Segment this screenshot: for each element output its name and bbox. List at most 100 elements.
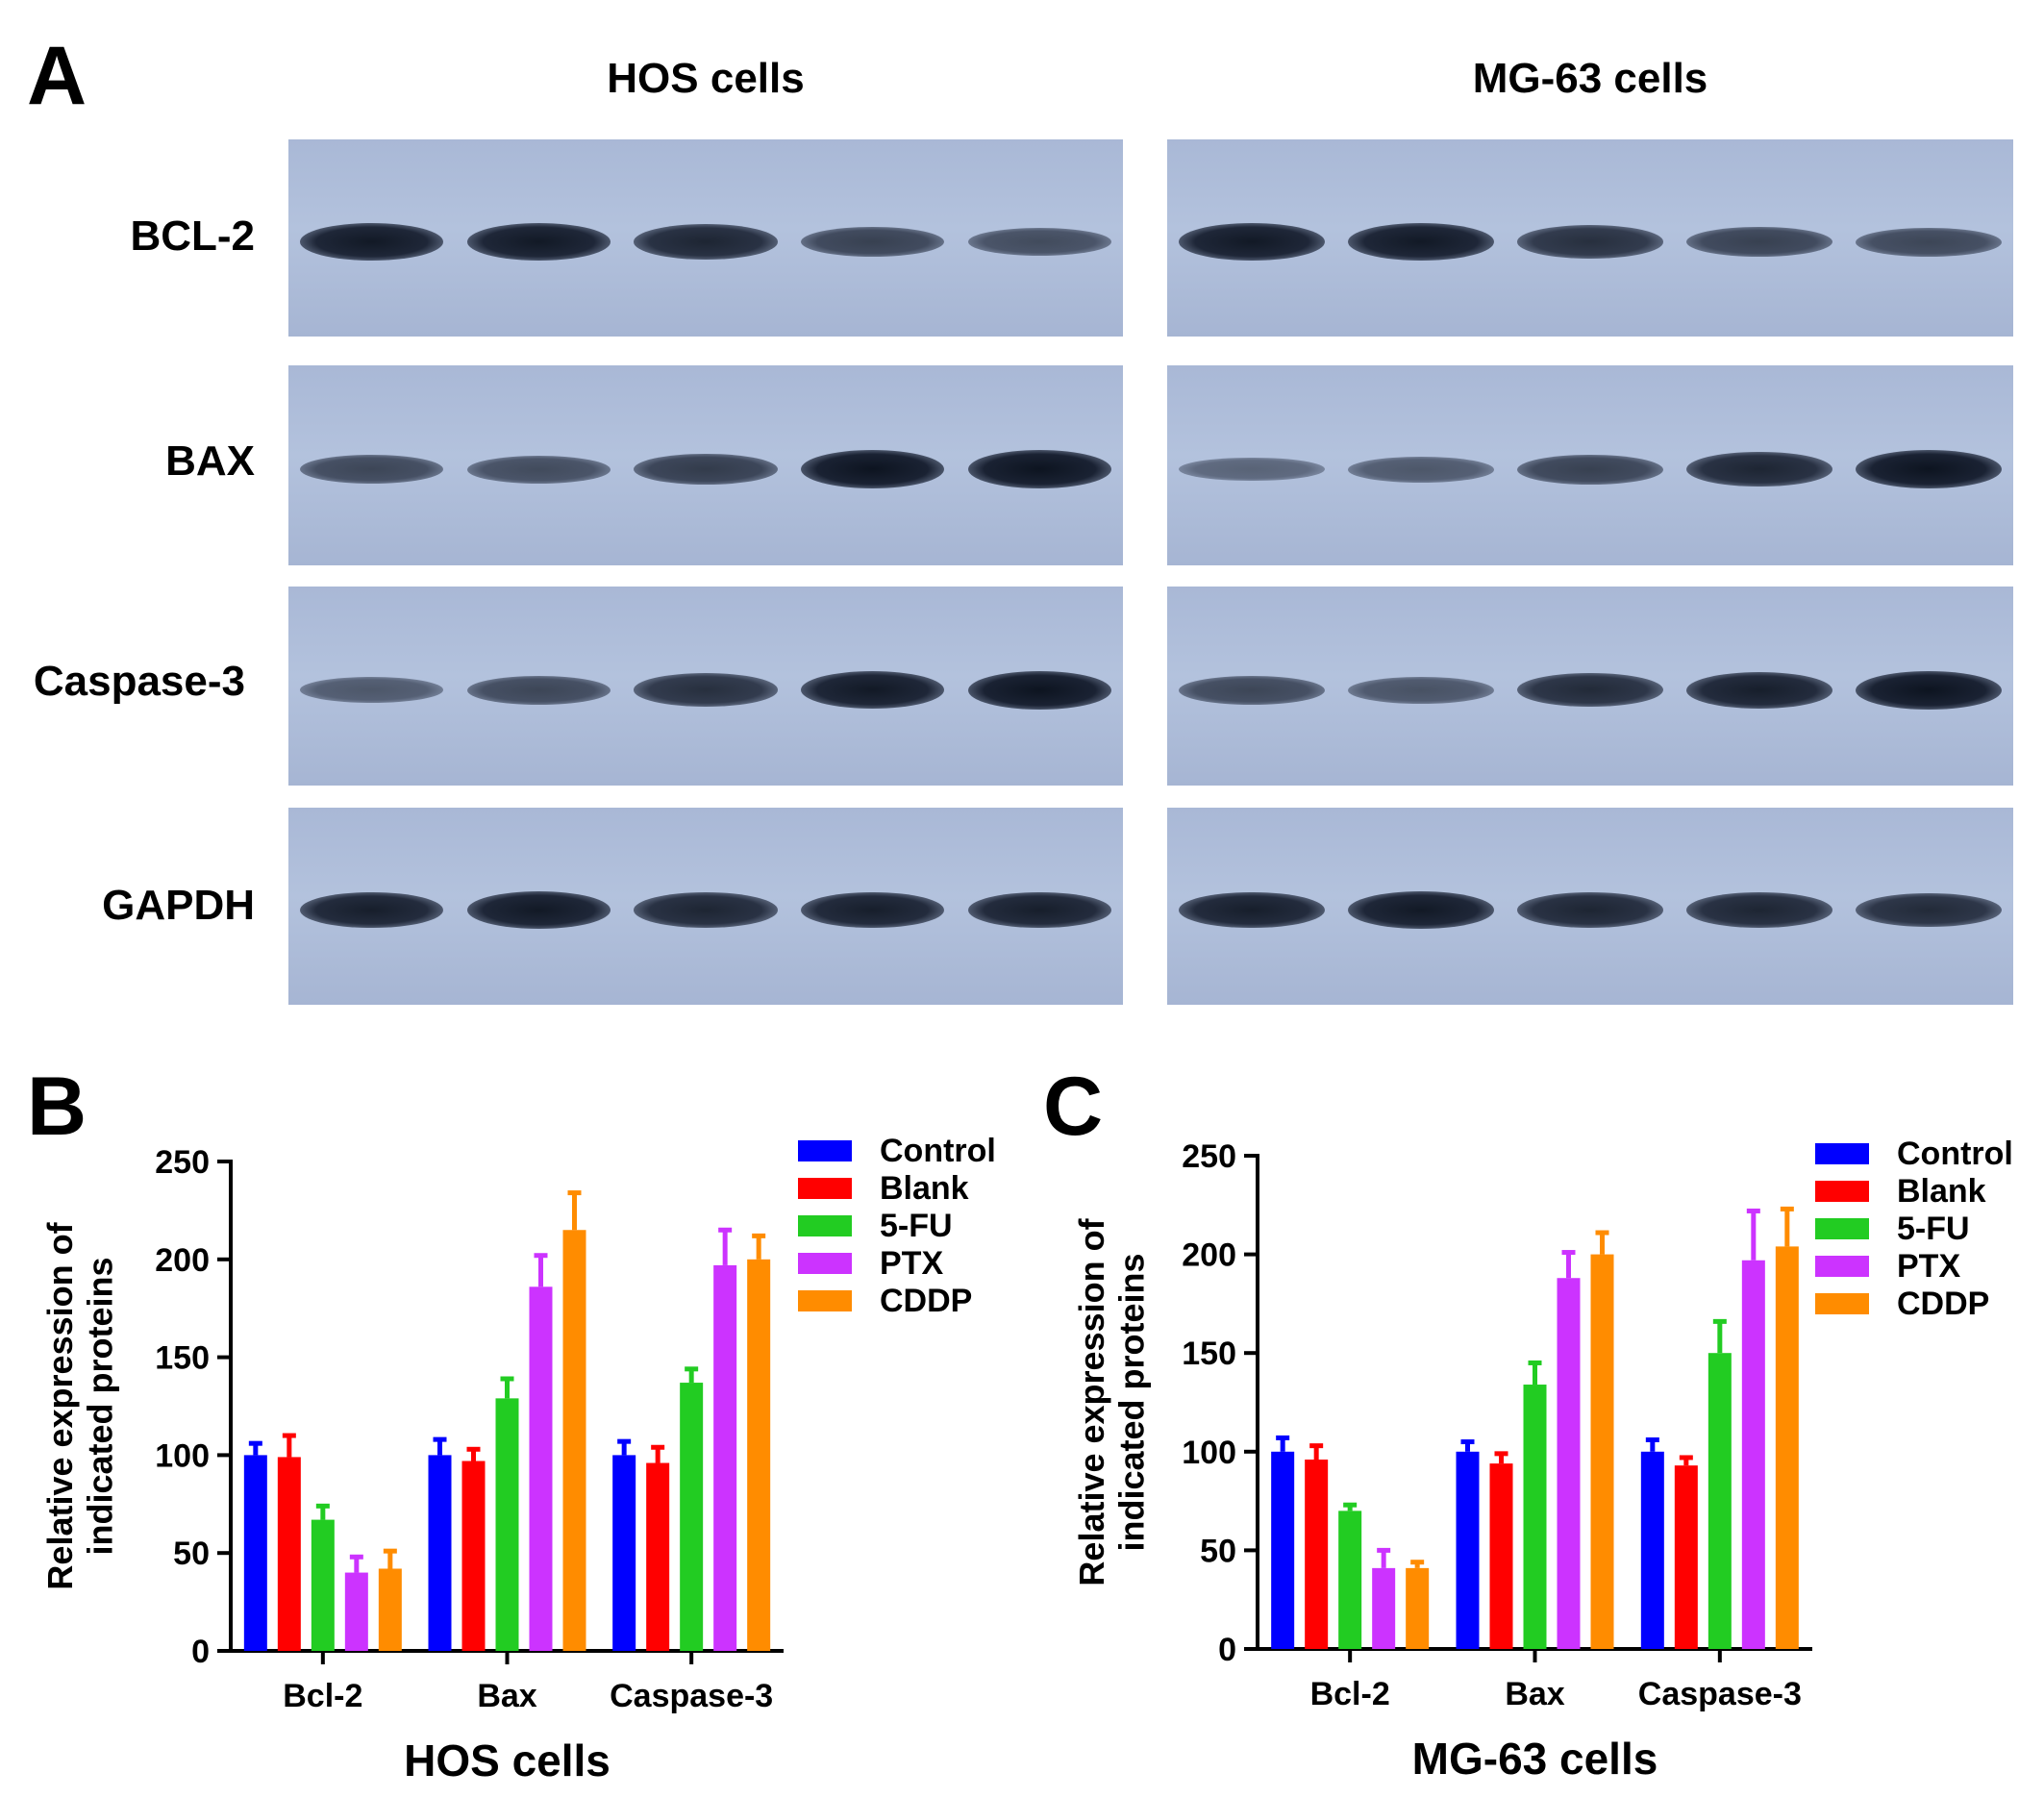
legend-swatch: [1815, 1256, 1869, 1277]
bar: [612, 1455, 636, 1651]
x-tick-label: Caspase-3: [610, 1678, 773, 1714]
protein-band: [1856, 892, 2002, 928]
protein-band: [1348, 676, 1494, 704]
blot-image-hos-cells-caspase-3: [288, 587, 1123, 786]
y-tick-label: 50: [173, 1536, 210, 1572]
protein-band: [1179, 891, 1325, 929]
protein-band: [466, 455, 611, 484]
bar: [1271, 1451, 1295, 1649]
y-tick-label: 100: [1182, 1435, 1236, 1471]
legend-label: PTX: [880, 1245, 943, 1282]
legend-swatch: [798, 1290, 852, 1311]
legend-swatch: [798, 1253, 852, 1274]
bar: [1707, 1353, 1732, 1649]
blot-image-hos-cells-bcl-2: [288, 139, 1123, 337]
bar: [495, 1398, 519, 1651]
y-tick-label: 250: [1182, 1138, 1236, 1175]
bar: [1523, 1385, 1547, 1649]
x-tick-label: Caspase-3: [1638, 1676, 1802, 1712]
legend-swatch: [798, 1140, 852, 1161]
protein-band: [634, 673, 778, 707]
y-tick-label: 150: [155, 1340, 210, 1377]
bar: [378, 1568, 402, 1651]
blot-column-title-mg63: MG-63 cells: [1472, 55, 1708, 102]
y-tick-label: 200: [1182, 1237, 1236, 1274]
blot-row-label-gapdh: GAPDH: [102, 882, 255, 929]
legend-label: 5-FU: [880, 1208, 953, 1244]
x-axis-title: MG-63 cells: [1412, 1734, 1658, 1784]
legend-swatch: [798, 1215, 852, 1236]
legend-label: PTX: [1897, 1248, 1960, 1285]
legend-label: Blank: [880, 1170, 969, 1207]
protein-band: [466, 675, 611, 705]
protein-band: [1348, 223, 1494, 262]
legend-label: Control: [1897, 1136, 2013, 1172]
protein-band: [1517, 225, 1663, 259]
x-axis-title: HOS cells: [404, 1736, 611, 1786]
blot-image-mg-63-cells-gapdh: [1167, 808, 2013, 1005]
legend-swatch: [1815, 1143, 1869, 1164]
protein-band: [1517, 672, 1663, 708]
bar: [1775, 1246, 1799, 1649]
x-tick-label: Bax: [1505, 1676, 1564, 1712]
y-tick-label: 0: [191, 1634, 210, 1670]
y-axis-title: Relative expression ofindicated proteins: [1072, 1217, 1151, 1586]
bar: [461, 1461, 486, 1651]
protein-band: [1856, 450, 2002, 489]
bar: [1640, 1451, 1664, 1649]
protein-band: [300, 223, 444, 262]
protein-band: [300, 891, 444, 929]
y-tick-label: 0: [1218, 1632, 1236, 1668]
blot-column-title-hos: HOS cells: [607, 55, 805, 102]
blot-image-mg-63-cells-caspase-3: [1167, 587, 2013, 786]
protein-band: [634, 224, 778, 260]
panel-label-b: B: [27, 1061, 87, 1153]
blot-image-hos-cells-bax: [288, 365, 1123, 565]
bar: [1305, 1460, 1329, 1649]
protein-band: [1686, 671, 1832, 709]
blot-row-label-bax: BAX: [165, 437, 255, 485]
y-tick-label: 150: [1182, 1336, 1236, 1372]
bar-chart-mg63: 0 50 100 150 200 250 Bcl-2 Bax Caspase-3 MG-63 ce…: [1072, 1136, 2013, 1784]
blot-image-hos-cells-gapdh: [288, 808, 1123, 1005]
legend-label: 5-FU: [1897, 1211, 1970, 1247]
bar: [1557, 1278, 1581, 1649]
bar: [1674, 1465, 1698, 1649]
protein-band: [1517, 454, 1663, 485]
bar: [1372, 1567, 1396, 1649]
bar: [1338, 1511, 1362, 1649]
bar: [1741, 1260, 1765, 1649]
legend-label: CDDP: [1897, 1286, 1989, 1322]
protein-band: [300, 677, 444, 704]
legend-label: CDDP: [880, 1283, 972, 1319]
protein-band: [967, 891, 1111, 929]
protein-band: [800, 891, 945, 929]
bar: [311, 1519, 335, 1651]
bar: [646, 1462, 670, 1651]
x-tick-label: Bax: [477, 1678, 536, 1714]
legend-swatch: [1815, 1293, 1869, 1314]
bar: [277, 1457, 301, 1651]
protein-band: [800, 227, 945, 258]
blot-image-mg-63-cells-bax: [1167, 365, 2013, 565]
legend-label: Blank: [1897, 1173, 1986, 1210]
x-tick-label: Bcl-2: [1310, 1676, 1390, 1712]
protein-band: [800, 450, 945, 489]
protein-band: [967, 228, 1111, 257]
protein-band: [1856, 670, 2002, 710]
protein-band: [466, 223, 611, 262]
y-axis-title: Relative expression ofindicated proteins: [40, 1221, 119, 1589]
legend-swatch: [1815, 1181, 1869, 1202]
protein-band: [1686, 451, 1832, 487]
protein-band: [466, 891, 611, 930]
y-tick-label: 100: [155, 1437, 210, 1474]
bar: [562, 1230, 586, 1651]
bar: [1489, 1463, 1513, 1649]
protein-band: [300, 455, 444, 485]
bar: [243, 1455, 267, 1651]
protein-band: [967, 670, 1111, 710]
bar: [428, 1455, 452, 1651]
y-tick-label: 50: [1200, 1533, 1236, 1569]
bar: [344, 1572, 368, 1651]
protein-band: [1686, 227, 1832, 258]
